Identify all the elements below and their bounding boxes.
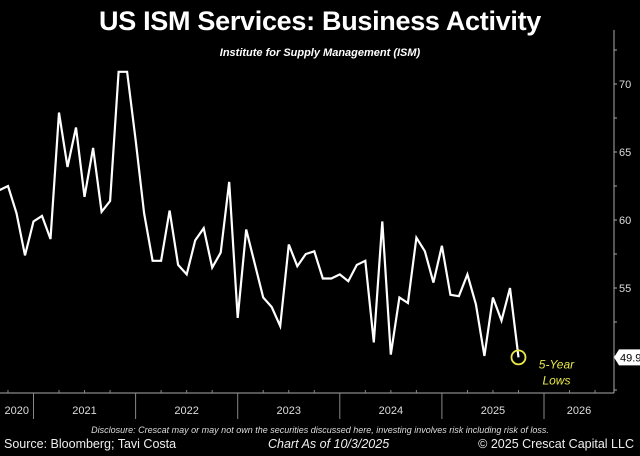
x-tick-label: 2022 xyxy=(174,405,198,417)
x-tick-label: 2020 xyxy=(5,405,29,417)
annotation-text: 5-Year xyxy=(539,357,575,371)
x-tick-label: 2026 xyxy=(567,405,591,417)
annotation-text: Lows xyxy=(542,373,570,387)
x-tick-label: 2025 xyxy=(481,405,505,417)
source-note: Source: Bloomberg; Tavi Costa xyxy=(4,437,177,451)
chart-as-of: Chart As of 10/3/2025 xyxy=(268,437,390,451)
chart-title: US ISM Services: Business Activity xyxy=(99,6,541,36)
x-tick-label: 2024 xyxy=(379,405,403,417)
x-tick-label: 2023 xyxy=(277,405,301,417)
y-tick-label: 70 xyxy=(619,79,631,91)
disclosure: Disclosure: Crescat may or may not own t… xyxy=(91,425,549,435)
last-value-box xyxy=(614,349,640,366)
chart-subtitle: Institute for Supply Management (ISM) xyxy=(219,47,421,59)
x-tick-label: 2021 xyxy=(72,405,96,417)
highlight-circle xyxy=(510,349,527,366)
series-line xyxy=(0,70,520,358)
y-tick-label: 55 xyxy=(619,283,631,295)
copyright: © 2025 Crescat Capital LLC xyxy=(478,437,634,451)
y-tick-label: 65 xyxy=(619,147,631,159)
y-tick-label: 60 xyxy=(619,215,631,227)
last-value-label: 49.9 xyxy=(620,352,640,364)
